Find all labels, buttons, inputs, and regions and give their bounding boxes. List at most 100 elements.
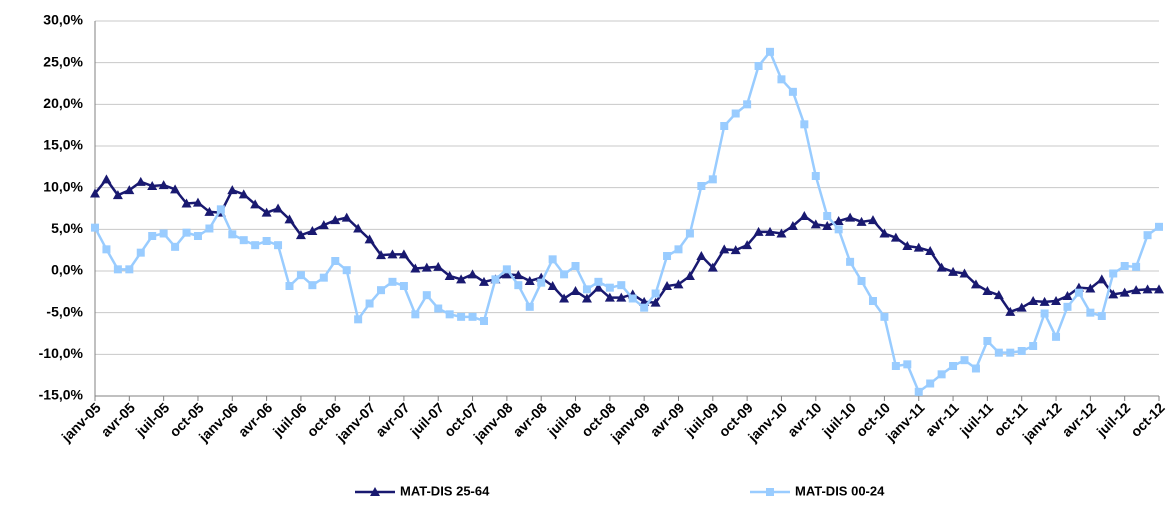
- data-point: [719, 244, 730, 254]
- data-point: [914, 387, 923, 396]
- data-point: [238, 189, 249, 199]
- data-point: [182, 228, 191, 237]
- data-point: [902, 241, 913, 250]
- data-point: [284, 214, 295, 224]
- data-point: [273, 203, 284, 213]
- data-point: [1096, 274, 1107, 284]
- x-tick-label: juil-09: [681, 399, 722, 440]
- data-point: [994, 348, 1003, 357]
- data-point: [891, 362, 900, 370]
- data-point: [674, 245, 683, 254]
- data-point: [983, 337, 992, 345]
- data-point: [1097, 312, 1106, 320]
- data-point: [457, 312, 466, 321]
- data-point: [101, 174, 112, 184]
- data-point: [262, 237, 271, 245]
- data-point: [433, 261, 444, 271]
- data-point: [684, 271, 695, 280]
- data-point: [890, 232, 901, 242]
- data-point: [514, 281, 523, 290]
- data-point: [170, 184, 181, 194]
- data-point: [799, 211, 810, 220]
- data-point: [742, 240, 753, 250]
- data-point: [251, 241, 260, 250]
- data-point: [1131, 285, 1142, 295]
- data-point: [502, 265, 511, 274]
- data-point: [594, 277, 603, 286]
- data-point: [971, 364, 980, 373]
- data-point: [1063, 302, 1072, 311]
- data-point: [227, 185, 238, 195]
- data-point: [1155, 222, 1163, 231]
- data-point: [342, 266, 351, 275]
- data-point: [720, 122, 729, 130]
- data-point: [960, 356, 969, 365]
- data-point: [239, 236, 248, 245]
- data-point: [834, 225, 843, 234]
- data-point: [125, 265, 134, 274]
- data-point: [159, 229, 168, 238]
- data-point: [204, 206, 215, 216]
- data-point: [319, 273, 328, 282]
- data-point: [478, 276, 489, 286]
- data-point: [308, 281, 317, 290]
- data-point: [102, 245, 111, 254]
- data-point: [410, 263, 421, 273]
- data-point: [445, 310, 454, 319]
- y-tick-label: 5,0%: [51, 220, 83, 236]
- data-point: [663, 252, 672, 260]
- data-point: [1132, 262, 1141, 271]
- data-point: [135, 176, 146, 186]
- data-point: [948, 266, 959, 276]
- x-tick-label: avr-07: [372, 399, 413, 440]
- data-point: [434, 304, 443, 313]
- data-point: [421, 262, 432, 272]
- data-point: [571, 262, 580, 270]
- data-point: [856, 216, 867, 226]
- data-point: [605, 283, 614, 292]
- data-point: [651, 289, 660, 298]
- data-point: [547, 281, 558, 290]
- data-point: [296, 271, 305, 280]
- data-point: [788, 87, 797, 96]
- data-point: [318, 220, 329, 230]
- data-point: [730, 245, 741, 255]
- x-tick-label: juil-12: [1093, 399, 1134, 440]
- data-point: [823, 212, 832, 220]
- x-tick-label: oct-12: [1127, 399, 1167, 440]
- data-point: [1109, 269, 1118, 278]
- data-point: [685, 229, 694, 238]
- data-point: [422, 291, 431, 300]
- y-tick-label: -10,0%: [39, 345, 84, 361]
- x-tick-label: juil-05: [132, 399, 173, 440]
- data-point: [970, 279, 981, 289]
- data-point: [833, 216, 844, 225]
- data-point: [364, 234, 375, 244]
- x-tick-label: avr-11: [922, 399, 962, 439]
- x-tick-label: juil-11: [956, 399, 996, 439]
- y-tick-label: 25,0%: [43, 53, 83, 69]
- data-point: [354, 315, 363, 324]
- data-point: [628, 294, 637, 303]
- y-tick-label: -15,0%: [39, 387, 84, 403]
- data-point: [331, 257, 340, 265]
- data-point: [285, 282, 294, 290]
- data-point: [949, 362, 958, 370]
- y-tick-label: 20,0%: [43, 95, 83, 111]
- data-point: [537, 278, 546, 287]
- data-point: [753, 226, 764, 236]
- data-point: [501, 269, 512, 279]
- data-point: [616, 292, 627, 302]
- data-point: [743, 100, 752, 109]
- data-point: [787, 221, 798, 230]
- data-point: [880, 312, 889, 321]
- data-point: [1017, 347, 1026, 355]
- data-point: [868, 297, 877, 305]
- data-point: [1108, 289, 1119, 299]
- data-point: [467, 269, 478, 279]
- legend-marker: [766, 488, 774, 496]
- data-point: [766, 47, 775, 56]
- data-point: [91, 223, 99, 232]
- data-point: [1119, 287, 1130, 297]
